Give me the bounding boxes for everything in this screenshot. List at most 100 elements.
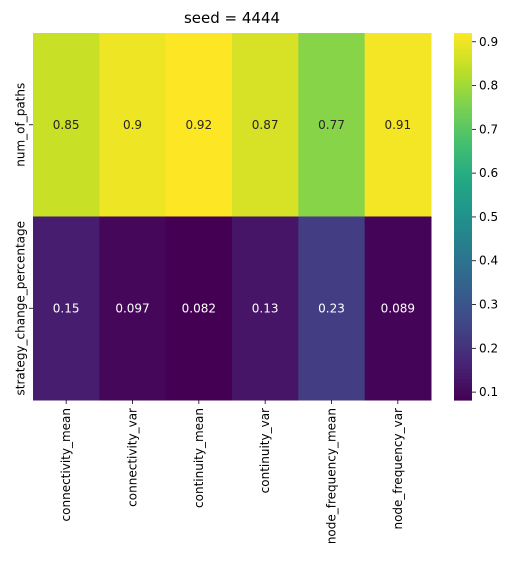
colorbar-segment (454, 292, 472, 297)
colorbar-segment (454, 231, 472, 236)
colorbar-segment (454, 265, 472, 270)
colorbar-segment (454, 45, 472, 49)
colorbar-segment (454, 393, 472, 398)
colorbar-segment (454, 69, 472, 74)
colorbar-segment (454, 256, 472, 260)
cell-annotation: 0.082 (182, 301, 216, 315)
colorbar-segment (454, 286, 472, 291)
colorbar-segment (454, 335, 472, 340)
colorbar-segment (454, 259, 472, 263)
colorbar-segment (454, 207, 472, 211)
colorbar-segment (454, 146, 472, 150)
cell-annotation: 0.91 (384, 118, 411, 132)
colorbar-tick-label: 0.6 (479, 166, 498, 180)
colorbar-segment (454, 97, 472, 101)
colorbar-segment (454, 351, 472, 355)
colorbar-segment (454, 91, 472, 95)
colorbar-segment (454, 210, 472, 215)
colorbar-segment (454, 167, 472, 172)
colorbar-segment (454, 81, 472, 86)
colorbar-segment (454, 201, 472, 205)
x-tick-label: connectivity_mean (59, 408, 73, 521)
colorbar-segment (454, 188, 472, 193)
colorbar-segment (454, 118, 472, 123)
colorbar-segment (454, 54, 472, 59)
colorbar-segment (454, 149, 472, 153)
colorbar-segment (454, 280, 472, 285)
colorbar-segment (454, 195, 472, 199)
cell-annotation: 0.23 (318, 301, 345, 315)
y-tick-label: strategy_change_percentage (14, 221, 28, 396)
heatmap-cell (33, 33, 100, 217)
colorbar-segment (454, 164, 472, 169)
colorbar-segment (454, 133, 472, 138)
colorbar-segment (454, 234, 472, 239)
heatmap-cell (33, 216, 100, 401)
colorbar-tick-label: 0.9 (479, 35, 498, 49)
colorbar-segment (454, 228, 472, 233)
colorbar-tick-label: 0.5 (479, 210, 498, 224)
colorbar-segment (454, 179, 472, 184)
colorbar-segment (454, 262, 472, 267)
heatmap-cell (232, 33, 299, 217)
colorbar-tick-label: 0.2 (479, 341, 498, 355)
colorbar-segment (454, 357, 472, 361)
colorbar: 0.1 0.2 0.3 0.4 0.5 0.6 0.7 0.8 0.9 (454, 33, 498, 401)
colorbar-segment (454, 60, 472, 65)
colorbar-segment (454, 225, 472, 230)
colorbar-segment (454, 57, 472, 62)
colorbar-segment (454, 75, 472, 80)
colorbar-segment (454, 375, 472, 380)
colorbar-segment (454, 78, 472, 83)
colorbar-segment (454, 88, 472, 92)
colorbar-segment (454, 332, 472, 337)
colorbar-segment (454, 176, 472, 181)
heatmap-cell (298, 216, 366, 401)
heatmap-cell (364, 216, 432, 401)
colorbar-segment (454, 140, 472, 144)
colorbar-segment (454, 152, 472, 156)
cell-annotation: 0.92 (185, 118, 212, 132)
colorbar-segment (454, 103, 472, 107)
colorbar-segment (454, 247, 472, 251)
colorbar-segment (454, 299, 472, 303)
colorbar-segment (454, 84, 472, 89)
colorbar-segment (454, 308, 472, 312)
heatmap-cell (298, 33, 366, 217)
colorbar-segment (454, 240, 472, 245)
colorbar-segment (454, 155, 472, 159)
colorbar-segment (454, 387, 472, 392)
heatmap-cells: 0.85 0.9 0.92 0.87 0.77 0.91 0.15 0.097 0.082 0.1… (33, 33, 432, 401)
y-tick-label: num_of_paths (14, 83, 28, 167)
colorbar-segment (454, 271, 472, 276)
colorbar-segment (454, 372, 472, 377)
colorbar-segment (454, 216, 472, 221)
heatmap-cell (364, 33, 432, 217)
x-tick-label: continuity_mean (192, 408, 206, 508)
colorbar-segment (454, 311, 472, 315)
colorbar-segment (454, 136, 472, 141)
colorbar-segment (454, 51, 472, 56)
colorbar-segment (454, 305, 472, 309)
cell-annotation: 0.097 (115, 301, 149, 315)
colorbar-segment (454, 366, 472, 371)
colorbar-segment (454, 42, 472, 46)
colorbar-tick-label: 0.7 (479, 122, 498, 136)
colorbar-segment (454, 198, 472, 202)
colorbar-segment (454, 124, 472, 129)
colorbar-segment (454, 36, 472, 40)
colorbar-segment (454, 127, 472, 132)
x-axis-ticks: connectivity_mean connectivity_var continu… (59, 400, 405, 544)
cell-annotation: 0.9 (123, 118, 142, 132)
colorbar-segment (454, 378, 472, 383)
colorbar-segment (454, 222, 472, 227)
colorbar-segment (454, 253, 472, 257)
colorbar-segment (454, 185, 472, 190)
colorbar-segment (454, 182, 472, 187)
colorbar-segment (454, 296, 472, 300)
colorbar-segment (454, 360, 472, 364)
colorbar-segment (454, 143, 472, 147)
colorbar-segment (454, 100, 472, 104)
colorbar-segment (454, 320, 472, 325)
